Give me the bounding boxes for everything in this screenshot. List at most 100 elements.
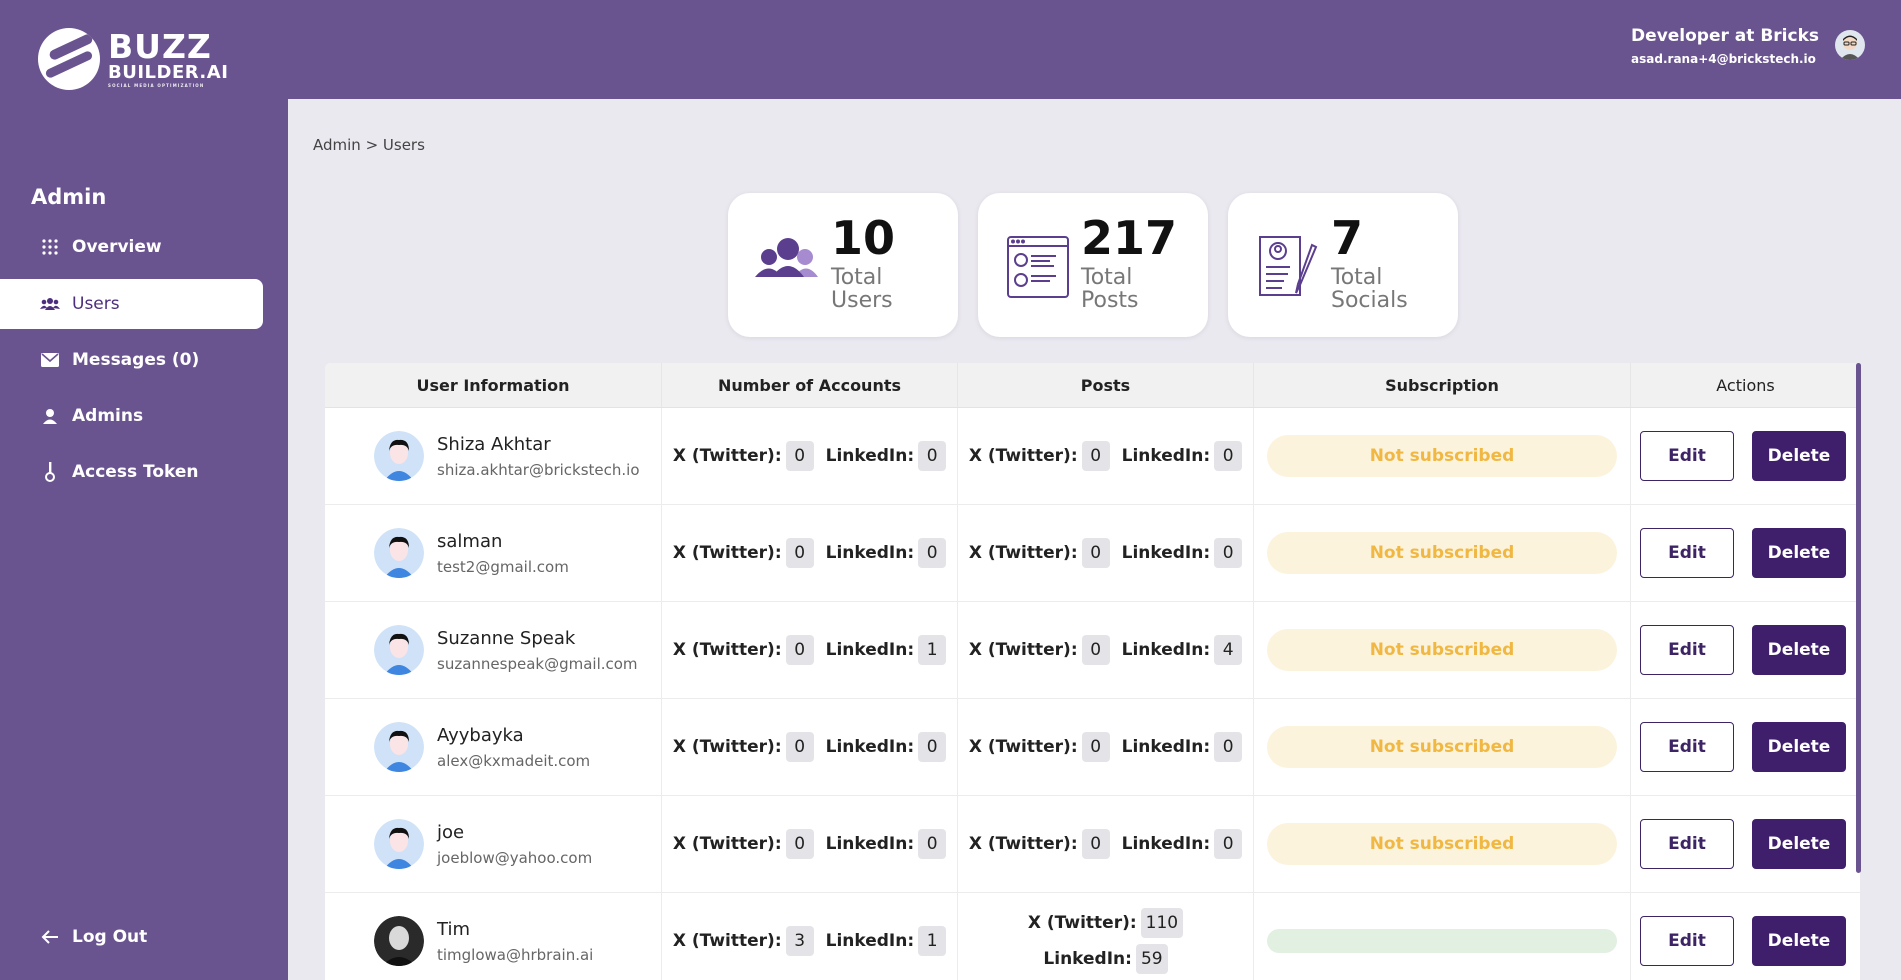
account-x-count: 0 [785, 732, 814, 762]
subscription-badge [1267, 929, 1617, 953]
sidebar-heading: Admin [31, 185, 107, 209]
stat-value: 10 [831, 211, 896, 265]
table-row: Ayybayka alex@kxmadeit.com X (Twitter): 0 Li… [325, 699, 1860, 796]
account-x-count: 0 [785, 538, 814, 568]
sidebar-item-label: Admins [72, 406, 144, 426]
account-x-count: 0 [785, 829, 814, 859]
table-row: salman test2@gmail.com X (Twitter): 0 Linked… [325, 505, 1860, 602]
stat-value: 7 [1331, 211, 1364, 265]
post-li-label: LinkedIn: [1121, 737, 1211, 757]
user-email: suzannespeak@gmail.com [437, 654, 638, 673]
post-li-count: 4 [1214, 635, 1243, 665]
edit-button[interactable]: Edit [1640, 722, 1734, 772]
post-li-label: LinkedIn: [1121, 543, 1211, 563]
grid-icon [40, 237, 60, 257]
account-email: asad.rana+4@brickstech.io [1631, 52, 1816, 66]
sidebar: Admin Overview Users Messages (0) Admins… [0, 99, 288, 980]
user-avatar [374, 431, 424, 481]
sidebar-item-label: Overview [72, 237, 162, 257]
edit-button[interactable]: Edit [1640, 528, 1734, 578]
delete-button[interactable]: Delete [1752, 819, 1846, 869]
user-avatar [374, 625, 424, 675]
delete-button[interactable]: Delete [1752, 916, 1846, 966]
sidebar-item-access-token[interactable]: Access Token [0, 447, 263, 497]
logout-label: Log Out [72, 927, 148, 947]
subscription-badge: Not subscribed [1267, 726, 1617, 768]
account-x-label: X (Twitter): [672, 834, 782, 854]
column-header: User Information [325, 363, 662, 407]
column-header: Posts [958, 363, 1254, 407]
post-li-count: 0 [1214, 732, 1243, 762]
subscription-badge: Not subscribed [1267, 532, 1617, 574]
key-icon [40, 462, 60, 482]
account-x-label: X (Twitter): [672, 640, 782, 660]
post-x-count: 0 [1081, 829, 1110, 859]
posts-icon [1004, 233, 1072, 299]
table-header: User Information Number of Accounts Post… [325, 363, 1860, 408]
stat-label: Total Socials [1331, 265, 1408, 314]
subscription-badge: Not subscribed [1267, 435, 1617, 477]
post-li-label: LinkedIn: [1121, 640, 1211, 660]
post-li-count: 59 [1135, 944, 1168, 974]
logo-tagline: SOCIAL MEDIA OPTIMIZATION [108, 83, 205, 88]
post-li-count: 0 [1214, 829, 1243, 859]
stat-card-posts: 217 Total Posts [978, 193, 1208, 337]
post-x-count: 0 [1081, 635, 1110, 665]
edit-button[interactable]: Edit [1640, 431, 1734, 481]
account-li-count: 0 [918, 732, 947, 762]
mail-icon [40, 350, 60, 370]
table-row: Tim timglowa@hrbrain.ai X (Twitter): 3 Linke… [325, 893, 1860, 980]
account-x-count: 3 [785, 926, 814, 956]
account-li-count: 1 [918, 926, 947, 956]
user-name: Shiza Akhtar [437, 433, 551, 455]
post-li-label: LinkedIn: [1121, 834, 1211, 854]
sidebar-item-overview[interactable]: Overview [0, 222, 263, 272]
account-info[interactable]: Developer at Bricks asad.rana+4@brickste… [1631, 26, 1819, 66]
user-email: timglowa@hrbrain.ai [437, 945, 594, 964]
stat-label: Total Posts [1081, 265, 1139, 314]
account-x-count: 0 [785, 635, 814, 665]
edit-button[interactable]: Edit [1640, 819, 1734, 869]
account-avatar[interactable] [1835, 30, 1865, 60]
post-x-label: X (Twitter): [968, 834, 1078, 854]
logout-button[interactable]: Log Out [0, 912, 263, 962]
post-x-count: 0 [1081, 732, 1110, 762]
user-name: joe [437, 821, 465, 843]
account-x-label: X (Twitter): [672, 543, 782, 563]
user-avatar [374, 819, 424, 869]
delete-button[interactable]: Delete [1752, 625, 1846, 675]
arrow-left-icon [40, 927, 60, 947]
table-row: Suzanne Speak suzannespeak@gmail.com X (Tw… [325, 602, 1860, 699]
user-email: test2@gmail.com [437, 557, 569, 576]
post-x-label: X (Twitter): [968, 737, 1078, 757]
account-role: Developer at Bricks [1631, 26, 1819, 46]
brand-logo[interactable]: BUZZ BUILDER.AI SOCIAL MEDIA OPTIMIZATIO… [38, 28, 228, 90]
delete-button[interactable]: Delete [1752, 722, 1846, 772]
user-name: Tim [437, 918, 470, 940]
account-x-label: X (Twitter): [672, 931, 782, 951]
sidebar-item-admins[interactable]: Admins [0, 391, 263, 441]
sidebar-item-users[interactable]: Users [0, 279, 263, 329]
sidebar-item-label: Users [72, 294, 120, 314]
account-li-label: LinkedIn: [825, 543, 915, 563]
post-li-label: LinkedIn: [1121, 446, 1211, 466]
sidebar-item-messages[interactable]: Messages (0) [0, 335, 263, 385]
edit-button[interactable]: Edit [1640, 916, 1734, 966]
sidebar-item-label: Messages (0) [72, 350, 200, 370]
delete-button[interactable]: Delete [1752, 528, 1846, 578]
delete-button[interactable]: Delete [1752, 431, 1846, 481]
subscription-badge: Not subscribed [1267, 823, 1617, 865]
user-avatar [374, 916, 424, 966]
table-scrollbar[interactable] [1856, 363, 1861, 873]
account-x-count: 0 [785, 441, 814, 471]
breadcrumb: Admin > Users [313, 136, 425, 154]
account-li-count: 0 [918, 829, 947, 859]
post-x-label: X (Twitter): [968, 543, 1078, 563]
account-li-count: 0 [918, 538, 947, 568]
top-header: BUZZ BUILDER.AI SOCIAL MEDIA OPTIMIZATIO… [0, 0, 1901, 99]
user-name: Suzanne Speak [437, 627, 576, 649]
edit-button[interactable]: Edit [1640, 625, 1734, 675]
socials-icon [1254, 233, 1322, 299]
admin-icon [40, 406, 60, 426]
post-x-count: 110 [1140, 908, 1184, 938]
